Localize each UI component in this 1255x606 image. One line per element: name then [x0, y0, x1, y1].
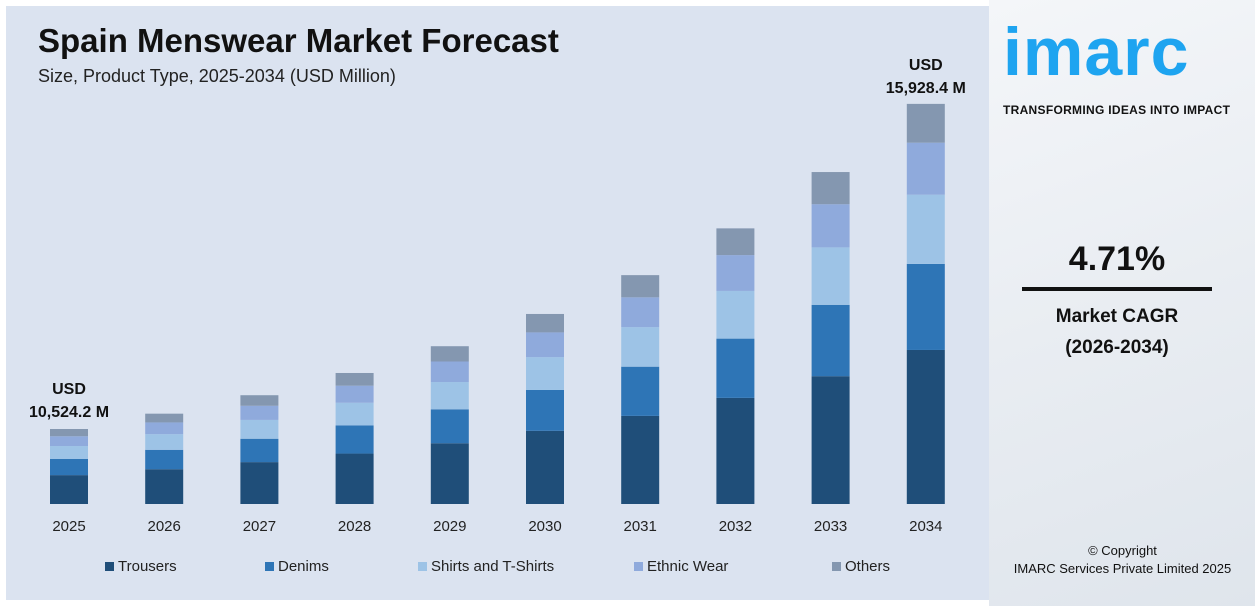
legend-swatch — [265, 562, 274, 571]
legend-label: Denims — [278, 558, 329, 575]
x-tick-label: 2031 — [624, 518, 657, 535]
legend-item: Denims — [265, 558, 329, 575]
bar-segment-trousers-2030 — [526, 430, 564, 504]
last-total-label: USD — [909, 57, 943, 74]
copyright-company: IMARC Services Private Limited 2025 — [1013, 561, 1232, 576]
bar-segment-shirts-and-t-shirts-2026 — [145, 434, 184, 450]
stacked-bar-chart: 2025 2026 2027 2028 2029 2030 2031 2032 2033 2034… — [29, 57, 966, 535]
bar-segment-denims-2029 — [430, 409, 469, 444]
x-tick-label: 2028 — [338, 518, 371, 535]
chart-subtitle: Size, Product Type, 2025-2034 (USD Milli… — [38, 66, 396, 86]
bar-segment-denims-2031 — [621, 366, 660, 416]
bar-segment-others-2028 — [335, 372, 374, 386]
bar-segment-denims-2025 — [50, 459, 88, 476]
bar-segment-trousers-2026 — [145, 469, 184, 504]
bar-segment-others-2030 — [526, 313, 564, 333]
bar-segment-shirts-and-t-shirts-2025 — [50, 446, 88, 459]
legend-item: Trousers — [105, 558, 177, 575]
bar-segment-trousers-2031 — [621, 415, 660, 504]
side-panel — [989, 0, 1255, 606]
last-total-label: 15,928.4 M — [886, 80, 966, 97]
bar-segment-shirts-and-t-shirts-2033 — [811, 247, 850, 305]
bar-segment-trousers-2032 — [716, 397, 755, 504]
x-tick-label: 2026 — [148, 518, 181, 535]
bar-segment-ethnic-wear-2025 — [50, 436, 88, 447]
bar-segment-others-2032 — [716, 228, 755, 256]
bar-segment-denims-2033 — [811, 304, 850, 377]
legend-label: Ethnic Wear — [647, 558, 729, 575]
bar-segment-others-2031 — [621, 275, 660, 298]
bar-segment-others-2029 — [430, 346, 469, 362]
x-tick-label: 2027 — [243, 518, 276, 535]
bar-segment-others-2027 — [240, 395, 279, 406]
bar-segment-ethnic-wear-2026 — [145, 422, 184, 435]
first-total-label: 10,524.2 M — [29, 404, 109, 421]
legend-item: Ethnic Wear — [634, 558, 728, 575]
x-tick-label: 2025 — [52, 518, 85, 535]
bar-segment-others-2026 — [145, 413, 184, 423]
bar-segment-denims-2027 — [240, 438, 279, 463]
cagr-divider — [1022, 287, 1212, 291]
bar-segment-trousers-2034 — [906, 349, 945, 504]
bar-segment-ethnic-wear-2031 — [621, 297, 660, 328]
bar-segment-ethnic-wear-2033 — [811, 204, 850, 248]
brand-tagline: TRANSFORMING IDEAS INTO IMPACT — [1003, 103, 1231, 117]
legend-label: Shirts and T-Shirts — [431, 558, 555, 575]
bar-segment-trousers-2028 — [335, 453, 374, 504]
bar-segment-shirts-and-t-shirts-2029 — [430, 382, 469, 410]
bar-segment-ethnic-wear-2034 — [906, 142, 945, 195]
legend-label: Trousers — [118, 558, 177, 575]
bar-segment-denims-2034 — [906, 263, 945, 350]
bar-segment-shirts-and-t-shirts-2030 — [526, 357, 564, 390]
copyright: © Copyright — [1088, 543, 1157, 558]
bar-segment-shirts-and-t-shirts-2031 — [621, 327, 660, 367]
bar-segment-denims-2030 — [526, 389, 564, 431]
bar-segment-trousers-2027 — [240, 462, 279, 504]
bar-segment-ethnic-wear-2029 — [430, 361, 469, 383]
legend-swatch — [418, 562, 427, 571]
bar-segment-others-2033 — [811, 172, 850, 205]
bar-segment-shirts-and-t-shirts-2034 — [906, 194, 945, 264]
chart-title: Spain Menswear Market Forecast — [38, 22, 559, 59]
legend-label: Others — [845, 558, 891, 575]
bar-segment-shirts-and-t-shirts-2028 — [335, 402, 374, 426]
legend: Trousers Denims Shirts and T-Shirts Ethnic … — [0, 558, 983, 578]
x-tick-label: 2030 — [528, 518, 561, 535]
bar-segment-trousers-2025 — [50, 475, 88, 504]
bar-segment-denims-2028 — [335, 425, 374, 454]
cagr-value: 4.71% — [1068, 240, 1166, 278]
first-total-label: USD — [52, 381, 86, 398]
bar-segment-others-2034 — [906, 103, 945, 143]
bar-segment-others-2025 — [50, 429, 88, 437]
cagr-period: (2026-2034) — [1065, 337, 1169, 358]
legend-swatch — [832, 562, 841, 571]
x-tick-label: 2033 — [814, 518, 847, 535]
x-tick-label: 2029 — [433, 518, 466, 535]
legend-item: Shirts and T-Shirts — [418, 558, 554, 575]
bar-segment-denims-2026 — [145, 449, 184, 470]
imarc-logo: imarc — [1003, 14, 1190, 90]
legend-swatch — [105, 562, 114, 571]
legend-swatch — [634, 562, 643, 571]
x-tick-label: 2034 — [909, 518, 942, 535]
cagr-label: Market CAGR — [1055, 306, 1179, 327]
bar-segment-shirts-and-t-shirts-2032 — [716, 290, 755, 339]
bar-segment-shirts-and-t-shirts-2027 — [240, 419, 279, 439]
bar-segment-ethnic-wear-2030 — [526, 332, 564, 358]
legend-item: Others — [832, 558, 890, 575]
bar-segment-ethnic-wear-2028 — [335, 385, 374, 403]
bar-segment-ethnic-wear-2027 — [240, 405, 279, 420]
bar-segment-denims-2032 — [716, 338, 755, 398]
x-tick-label: 2032 — [719, 518, 752, 535]
bar-segment-ethnic-wear-2032 — [716, 255, 755, 291]
bar-segment-trousers-2029 — [430, 443, 469, 504]
bar-segment-trousers-2033 — [811, 376, 850, 504]
